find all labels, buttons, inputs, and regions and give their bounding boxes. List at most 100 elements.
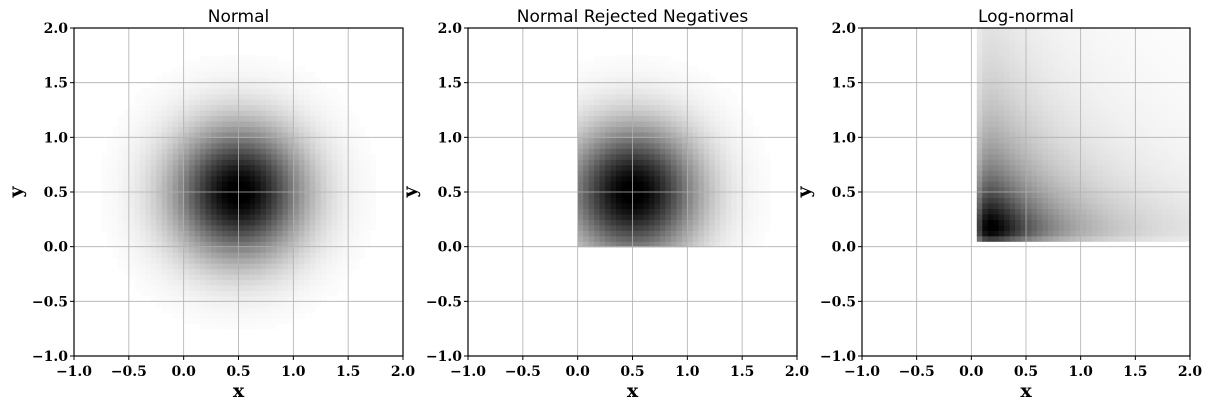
heatmap-cell <box>648 71 656 78</box>
heatmap-cell <box>1168 170 1175 177</box>
heatmap-cell <box>599 82 606 89</box>
heatmap-cell <box>1173 104 1180 111</box>
heatmap-cell <box>1031 230 1038 237</box>
heatmap-cell <box>654 120 661 127</box>
heatmap-cell <box>982 99 989 106</box>
heatmap-cell <box>287 131 294 138</box>
heatmap-cell <box>610 104 617 111</box>
heatmap-cell <box>1108 235 1115 242</box>
heatmap-cell <box>993 126 1000 133</box>
heatmap-cell <box>1009 38 1016 45</box>
heatmap-cell <box>320 230 327 237</box>
heatmap-cell <box>1129 33 1136 40</box>
heatmap-cell <box>742 142 749 149</box>
heatmap-cell <box>249 77 256 84</box>
heatmap-cell <box>643 104 650 111</box>
heatmap-cell <box>588 175 595 182</box>
heatmap-cell <box>588 197 595 204</box>
heatmap-cell <box>616 208 623 215</box>
heatmap-cell <box>1135 219 1142 226</box>
heatmap-cell <box>665 213 672 220</box>
heatmap-cell <box>348 175 355 182</box>
heatmap-cell <box>233 290 240 297</box>
heatmap-cell <box>238 104 245 111</box>
heatmap-cell <box>1004 142 1011 149</box>
heatmap-cell <box>337 120 344 127</box>
heatmap-cell <box>287 213 294 220</box>
heatmap-cell <box>293 137 300 144</box>
heatmap-cell <box>665 93 672 100</box>
heatmap-cell <box>271 115 278 122</box>
heatmap-cell <box>194 66 201 73</box>
heatmap-cell <box>1026 164 1033 171</box>
heatmap-cell <box>1118 66 1125 73</box>
heatmap-cell <box>1064 49 1071 56</box>
heatmap-cell <box>610 60 617 67</box>
heatmap-cell <box>1031 115 1038 122</box>
heatmap-cell <box>987 219 994 226</box>
heatmap-cell <box>359 208 366 215</box>
heatmap-cell <box>276 208 283 215</box>
heatmap-cell <box>249 55 256 62</box>
heatmap-cell <box>676 88 683 95</box>
heatmap-cell <box>1102 170 1109 177</box>
heatmap-cell <box>265 290 272 297</box>
heatmap-cell <box>1108 66 1115 73</box>
heatmap-cell <box>982 44 989 51</box>
heatmap-cell <box>1031 104 1038 111</box>
heatmap-cell <box>254 219 262 226</box>
heatmap-cell <box>1162 44 1169 51</box>
heatmap-cell <box>687 104 694 111</box>
heatmap-cell <box>594 164 601 171</box>
heatmap-cell <box>353 257 360 264</box>
heatmap-cell <box>128 181 135 188</box>
heatmap-cell <box>1097 192 1104 199</box>
heatmap-cell <box>145 268 152 275</box>
heatmap-cell <box>976 55 983 62</box>
heatmap-cell <box>1124 77 1131 84</box>
heatmap-cell <box>1086 153 1093 160</box>
heatmap-cell <box>282 175 289 182</box>
heatmap-cell <box>665 181 672 188</box>
heatmap-cell <box>172 110 179 117</box>
heatmap-cell <box>583 192 590 199</box>
heatmap-cell <box>106 164 113 171</box>
heatmap-cell <box>200 159 207 166</box>
heatmap-cell <box>599 142 606 149</box>
heatmap-cell <box>304 224 311 231</box>
heatmap-cell <box>106 230 113 237</box>
heatmap-cell <box>1102 38 1109 45</box>
heatmap-cell <box>753 208 760 215</box>
heatmap-cell <box>282 110 289 117</box>
heatmap-cell <box>1118 115 1125 122</box>
heatmap-cell <box>621 104 628 111</box>
heatmap-cell <box>189 99 196 106</box>
heatmap-cell <box>987 110 994 117</box>
heatmap-cell <box>238 120 245 127</box>
heatmap-cell <box>282 274 289 281</box>
heatmap-cell <box>238 219 245 226</box>
heatmap-cell <box>178 192 185 199</box>
heatmap-cell <box>1053 224 1060 231</box>
heatmap-cell <box>1097 88 1104 95</box>
heatmap-cell <box>287 60 294 67</box>
heatmap-cell <box>1009 49 1016 56</box>
heatmap-cell <box>287 235 294 242</box>
heatmap-cell <box>326 159 333 166</box>
heatmap-cell <box>260 99 267 106</box>
heatmap-cell <box>337 126 344 133</box>
heatmap-cell <box>233 301 240 308</box>
heatmap-cell <box>227 60 234 67</box>
heatmap-cell <box>654 148 661 155</box>
heatmap-cell <box>348 192 355 199</box>
heatmap-cell <box>1026 33 1033 40</box>
heatmap-cell <box>353 186 360 193</box>
heatmap-cell <box>736 224 743 231</box>
heatmap-cell <box>670 110 677 117</box>
heatmap-cell <box>659 159 666 166</box>
heatmap-cell <box>1026 208 1033 215</box>
heatmap-cell <box>1047 126 1054 133</box>
heatmap-cell <box>1091 148 1098 155</box>
heatmap-cell <box>1075 82 1082 89</box>
heatmap-cell <box>194 88 201 95</box>
